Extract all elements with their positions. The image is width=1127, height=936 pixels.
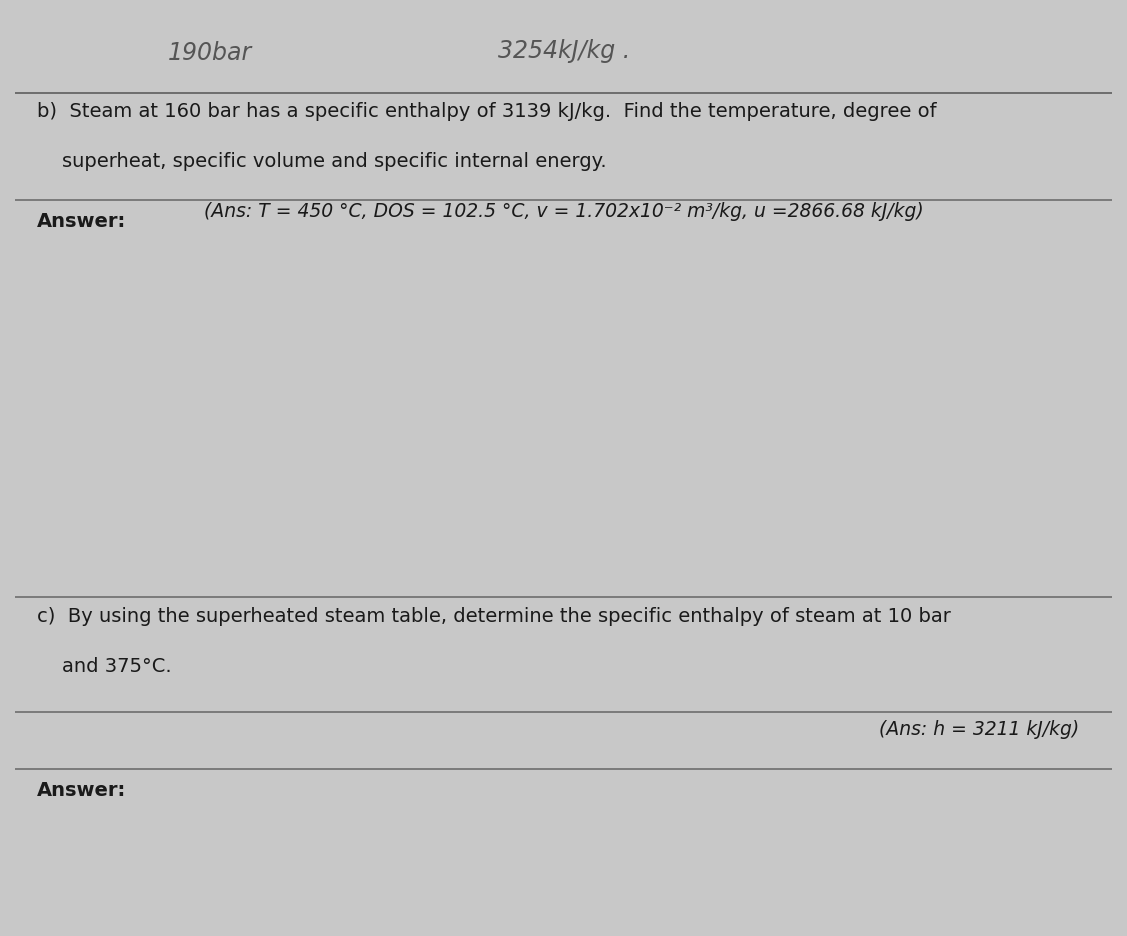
- Text: (Ans: T = 450 °C, DOS = 102.5 °C, v = 1.702x10⁻² m³/kg, u =2866.68 kJ/kg): (Ans: T = 450 °C, DOS = 102.5 °C, v = 1.…: [204, 202, 923, 221]
- Text: superheat, specific volume and specific internal energy.: superheat, specific volume and specific …: [36, 152, 606, 170]
- Text: Answer:: Answer:: [36, 780, 126, 798]
- Text: b)  Steam at 160 bar has a specific enthalpy of 3139 kJ/kg.  Find the temperatur: b) Steam at 160 bar has a specific entha…: [36, 101, 937, 121]
- Text: c)  By using the superheated steam table, determine the specific enthalpy of ste: c) By using the superheated steam table,…: [36, 607, 950, 625]
- Text: 190bar: 190bar: [168, 41, 252, 66]
- Text: (Ans: h = 3211 kJ/kg): (Ans: h = 3211 kJ/kg): [879, 720, 1080, 739]
- Text: Answer:: Answer:: [36, 212, 126, 231]
- Text: 3254kJ/kg .: 3254kJ/kg .: [498, 38, 630, 63]
- Text: and 375°C.: and 375°C.: [36, 657, 171, 676]
